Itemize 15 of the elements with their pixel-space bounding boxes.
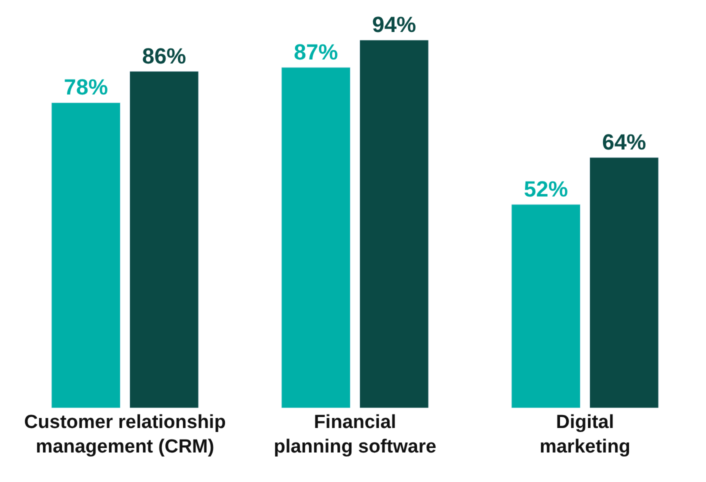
bar — [589, 157, 659, 408]
data-label: 64% — [602, 129, 646, 154]
data-label: 52% — [524, 176, 568, 202]
x-tick-label: Customer relationship management (CRM) — [24, 412, 226, 458]
data-label: 87% — [294, 39, 338, 64]
data-label: 86% — [142, 43, 186, 68]
bar — [51, 102, 121, 408]
data-label: 94% — [372, 12, 416, 37]
bar — [281, 67, 351, 408]
bar — [359, 40, 429, 408]
bar — [511, 204, 581, 408]
data-label: 78% — [64, 74, 108, 100]
x-tick-label: Digital marketing — [540, 412, 630, 458]
x-tick-label: Financial planning software — [274, 412, 436, 458]
bar — [129, 71, 199, 408]
